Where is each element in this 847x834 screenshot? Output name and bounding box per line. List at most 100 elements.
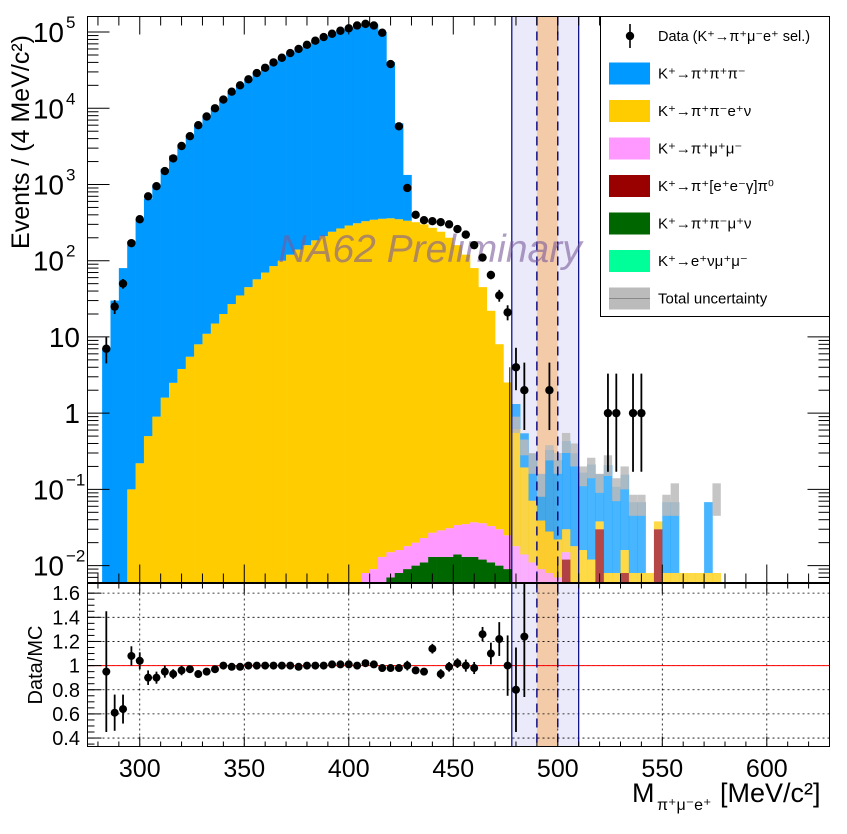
data-point: [628, 408, 638, 418]
data-point: [118, 279, 128, 288]
bar-pi3: [394, 123, 404, 220]
signal-region-lines: [509, 16, 580, 583]
watermark-text: NA62 Preliminary: [278, 228, 584, 271]
ratio-point: [436, 670, 445, 679]
bar-pi3: [135, 219, 145, 464]
ratio-point: [478, 630, 487, 639]
x-tick-label: 350: [223, 755, 265, 783]
bar-pipimunu: [453, 554, 462, 583]
bar-pi3: [244, 79, 253, 288]
bar-pimumu: [386, 552, 396, 578]
ratio-point: [386, 664, 395, 673]
y-tick-exponent: 3: [66, 165, 75, 184]
y-tick-exponent: −2: [66, 547, 85, 566]
ratio-point: [302, 661, 311, 670]
bar-pi3: [177, 144, 187, 369]
bar-pipienu: [428, 227, 437, 533]
y-tick-exponent: 2: [66, 242, 75, 261]
bar-pipienu: [227, 304, 237, 583]
x-tick-label: 450: [432, 755, 474, 783]
ratio-point: [102, 667, 111, 676]
bar-pipienu: [294, 249, 304, 583]
bar-pi3: [277, 57, 287, 261]
ratio-point: [194, 670, 203, 679]
bar-pipienu: [712, 572, 722, 583]
bar-pipienu: [645, 572, 655, 583]
ratio-point: [269, 661, 278, 670]
ratio-frame: [87, 583, 830, 747]
bar-pipienu: [561, 529, 571, 553]
bar-pipienu: [219, 313, 228, 583]
bar-pi3: [210, 108, 220, 324]
ratio-point: [160, 667, 169, 676]
uncertainty-box: [578, 466, 588, 487]
bar-pimumu: [536, 569, 546, 583]
data-point: [478, 253, 487, 262]
y-tick-label: 10: [49, 322, 80, 353]
bar-pi3: [127, 241, 136, 490]
ratio-point: [511, 685, 520, 694]
bar-pipienu: [653, 521, 663, 530]
ratio-y-tick-label: 1.4: [52, 607, 80, 629]
bar-pipienu: [286, 254, 295, 583]
bar-pipienu: [628, 572, 638, 583]
ratio-point: [369, 660, 378, 669]
bar-pipienu: [194, 344, 203, 583]
bar-pimumu: [511, 546, 521, 583]
x-tick-label: 500: [537, 755, 579, 783]
x-tick-label: 300: [119, 755, 161, 783]
bar-pi3: [587, 464, 596, 560]
bar-pi3: [628, 502, 638, 573]
data-point: [411, 210, 420, 220]
ratio-y-tick-label: 1: [69, 656, 80, 678]
bar-pipienu: [252, 279, 262, 583]
bar-pi3: [118, 268, 128, 583]
bar-pidalitz: [561, 559, 571, 583]
ratio-y-tick-label: 0.8: [52, 680, 80, 702]
bar-pimumu: [495, 529, 504, 566]
bar-pipienu: [595, 521, 605, 530]
data-point: [127, 238, 136, 248]
ratio-point: [110, 708, 119, 717]
ratio-point: [328, 660, 337, 669]
legend-label-enumumu: K⁺→e⁺νμ⁺μ⁻: [658, 253, 748, 270]
data-point: [202, 112, 211, 121]
y-tick-label: 10: [33, 474, 64, 505]
bar-pipienu: [603, 572, 613, 583]
bar-pipienu: [453, 245, 462, 526]
bar-pi3: [612, 486, 621, 573]
bar-pipienu: [587, 559, 596, 583]
signal-inner-shade: [536, 16, 558, 583]
data-point: [235, 81, 245, 90]
data-point: [545, 386, 554, 395]
data-point: [327, 29, 337, 38]
bar-pimumu: [520, 554, 529, 583]
bar-pipienu: [662, 572, 671, 583]
bar-pipimunu: [478, 559, 488, 583]
data-point: [152, 181, 161, 191]
legend-label-pipienu: K⁺→π⁺π⁻e⁺ν: [658, 103, 751, 120]
ratio-point: [336, 660, 345, 669]
ratio-point: [152, 673, 161, 682]
bar-pipienu: [202, 333, 212, 583]
stacked-histogram-bars: [102, 23, 722, 583]
ratio-point: [202, 667, 211, 676]
bar-pi3: [269, 62, 279, 267]
data-point: [511, 363, 521, 372]
bar-pipienu: [344, 225, 354, 583]
bar-pi3: [545, 450, 554, 532]
uncertainty-box: [536, 473, 546, 497]
bar-pi3: [620, 474, 630, 551]
ratio-y-tick-label: 1.6: [52, 583, 80, 605]
ratio-point: [520, 632, 529, 641]
y-tick-label: 10: [33, 169, 64, 200]
data-point: [469, 240, 479, 250]
bar-pipienu: [436, 231, 446, 531]
ratio-point: [486, 649, 495, 658]
bar-pipienu: [444, 237, 454, 529]
ratio-point: [286, 661, 295, 670]
bar-pipienu: [269, 266, 279, 583]
legend-swatch-pi3: [609, 62, 650, 85]
ratio-point: [319, 661, 328, 670]
